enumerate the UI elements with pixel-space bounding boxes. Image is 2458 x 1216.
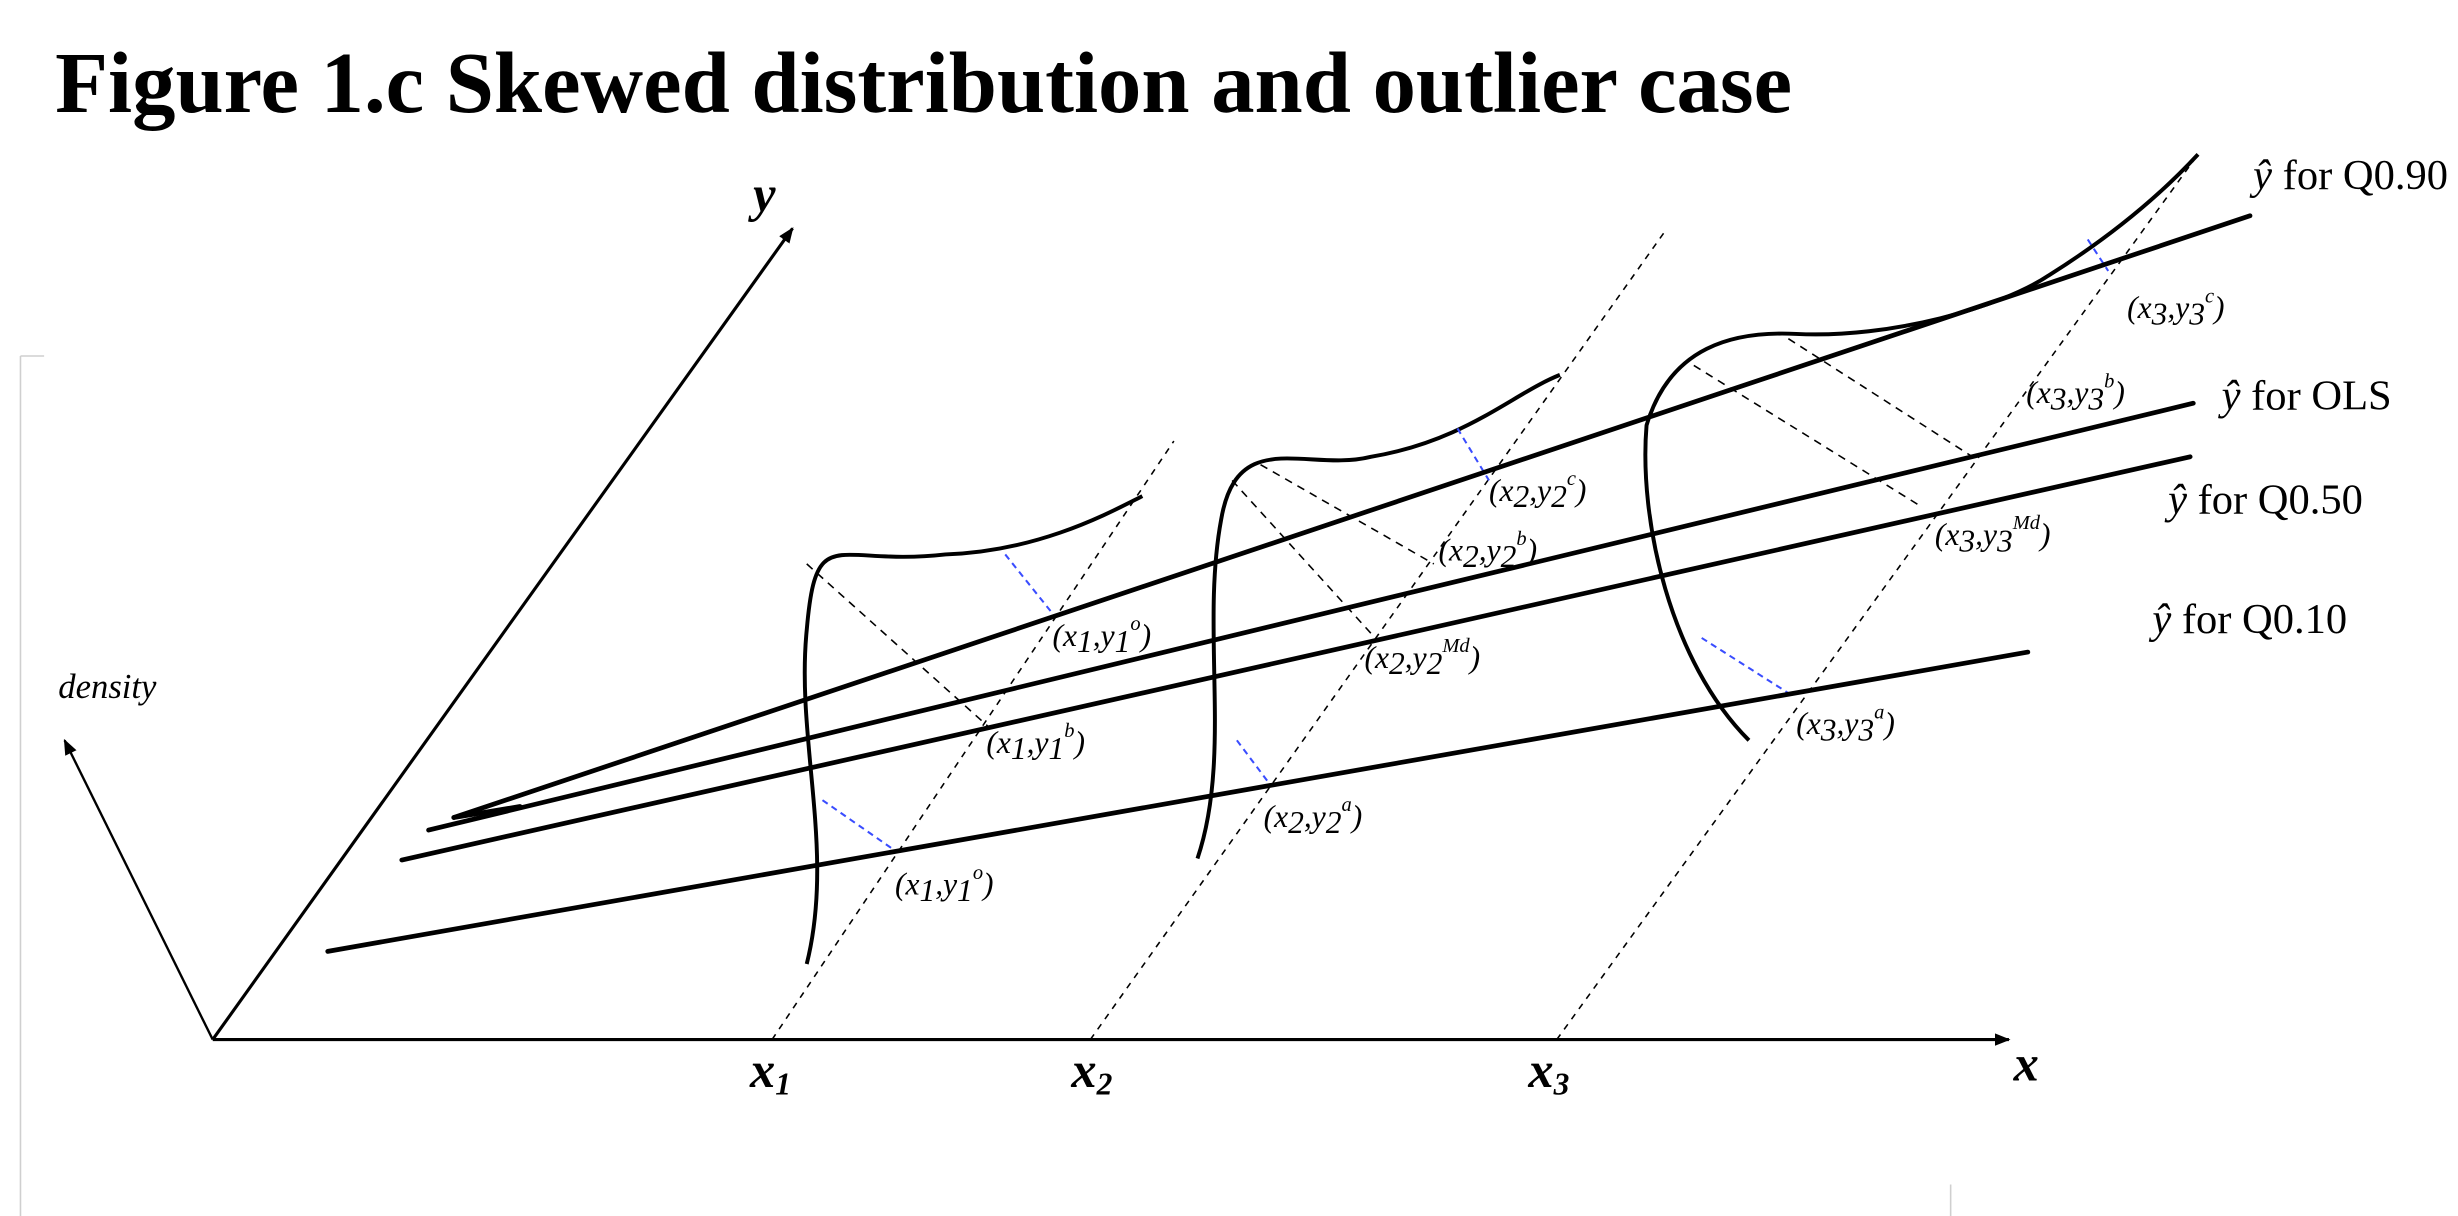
point-label-x2-q90: (x2,y2c) xyxy=(1489,468,1586,514)
point-label-x3-q90: (x3,y3c) xyxy=(2127,285,2224,331)
proj-x2-ols xyxy=(1260,463,1435,565)
label-q50: ŷ for Q0.50 xyxy=(2164,476,2363,523)
point-label-x1-q10: (x1,y1o) xyxy=(895,862,994,908)
y-axis-label: y xyxy=(747,166,776,222)
density-curve-x2 xyxy=(1195,373,1561,860)
point-label-x3-q10: (x3,y3a) xyxy=(1796,701,1895,747)
x-tick-x1: x1 xyxy=(749,1042,791,1102)
line-q10 xyxy=(325,649,2031,954)
label-ols: ŷ for OLS xyxy=(2218,373,2392,420)
line-q90 xyxy=(451,213,2253,820)
density-axis xyxy=(63,738,214,1041)
proj-x3-q50 xyxy=(1693,364,1923,508)
density-curve-x1 xyxy=(802,494,1144,965)
density-curve-x3 xyxy=(1643,153,2200,742)
proj-x2-q10-blue xyxy=(1236,739,1271,786)
point-label-x2-ols: (x2,y2b) xyxy=(1439,528,1538,574)
proj-x1-q10-blue xyxy=(821,799,896,852)
label-q10: ŷ for Q0.10 xyxy=(2148,596,2347,643)
y-axis xyxy=(211,227,794,1041)
proj-x3-q10-blue xyxy=(1701,637,1789,694)
proj-x3-ols xyxy=(1787,337,1978,461)
line-ols xyxy=(426,400,2196,833)
depth-line-x1 xyxy=(771,440,1175,1041)
density-axis-label: density xyxy=(58,668,157,706)
point-label-x2-q10: (x2,y2a) xyxy=(1264,794,1363,840)
point-label-x2-q50: (x2,y2Md) xyxy=(1365,635,1481,681)
depth-line-x2 xyxy=(1089,227,1668,1041)
line-q50 xyxy=(399,454,2193,863)
figure-title: Figure 1.c Skewed distribution and outli… xyxy=(55,35,1792,131)
x-tick-x2: x2 xyxy=(1070,1042,1112,1102)
point-label-x3-ols: (x3,y3b) xyxy=(2026,370,2125,416)
point-label-x1-ols: (x1,y1b) xyxy=(986,720,1085,766)
proj-x3-q90-blue xyxy=(2086,238,2110,272)
line-q90-tail xyxy=(451,804,523,820)
depth-line-x3 xyxy=(1556,153,2199,1041)
x-axis-label: x xyxy=(2013,1036,2039,1092)
point-label-x1-q90: (x1,y1o) xyxy=(1053,613,1152,659)
x-tick-x3: x3 xyxy=(1527,1042,1569,1102)
proj-x2-q50 xyxy=(1231,479,1372,634)
label-q90: ŷ for Q0.90 xyxy=(2249,152,2448,199)
proj-x1-q90-blue xyxy=(1004,553,1057,619)
point-label-x3-q50: (x3,y3Md) xyxy=(1935,512,2051,558)
